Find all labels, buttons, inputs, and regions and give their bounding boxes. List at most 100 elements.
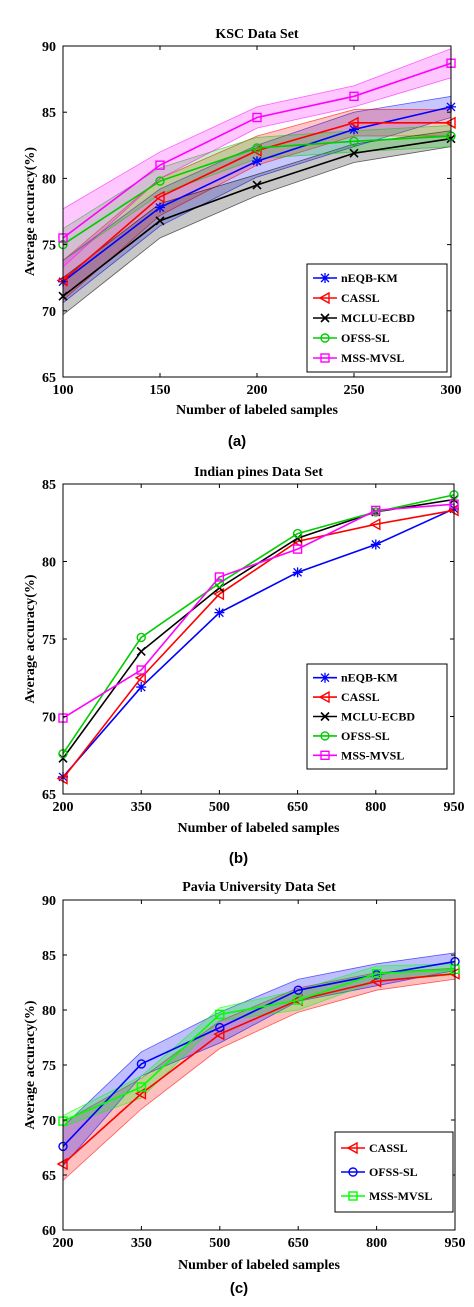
legend-label-mss-mvsl: MSS-MVSL <box>369 1189 432 1203</box>
series-line-cassl <box>62 509 455 779</box>
legend-label-neqb-km: nEQB-KM <box>341 671 398 685</box>
chart-title: KSC Data Set <box>215 27 299 42</box>
data-point-cassl <box>134 671 146 684</box>
legend-label-mss-mvsl: MSS-MVSL <box>341 748 404 762</box>
legend-marker-mclu-ecbd <box>320 313 330 323</box>
data-point-mss-mvsl <box>155 160 165 170</box>
data-point-mclu-ecbd <box>136 646 146 656</box>
y-tick-label: 80 <box>42 172 56 187</box>
legend-label-cassl: CASSL <box>341 291 380 305</box>
legend-label-neqb-km: nEQB-KM <box>341 271 398 285</box>
panel-label: (c) <box>230 1280 248 1297</box>
y-tick-label: 75 <box>42 239 56 254</box>
legend-marker-mss-mvsl <box>320 750 330 760</box>
panel-indian-pines: Indian pines Data Set 200 350 500 650 800 950 6… <box>23 465 465 867</box>
y-axis-label: Average accuracy(%) <box>23 574 38 704</box>
legend-marker-mss-mvsl <box>320 353 330 363</box>
x-tick-label: 950 <box>444 800 465 815</box>
legend-label-cassl: CASSL <box>341 690 380 704</box>
y-tick-label: 85 <box>42 949 56 964</box>
y-tick-label: 75 <box>42 633 56 648</box>
x-tick-label: 150 <box>150 383 171 398</box>
data-point-ofss-sl <box>293 985 303 995</box>
data-point-ofss-sl <box>136 632 146 643</box>
legend-marker-cassl <box>346 1141 358 1155</box>
y-tick-label: 90 <box>42 894 56 909</box>
series-line-cassl <box>62 972 456 1165</box>
data-point-mclu-ecbd <box>252 180 262 190</box>
legend-label-mclu-ecbd: MCLU-ECBD <box>341 311 415 325</box>
data-point-ofss-sl <box>215 1022 225 1033</box>
chart-title: Pavia University Data Set <box>182 880 336 895</box>
x-tick-label: 350 <box>131 1236 152 1251</box>
legend-label-mss-mvsl: MSS-MVSL <box>341 351 404 365</box>
data-point-mss-mvsl <box>371 969 382 979</box>
legend-marker-ofss-sl <box>320 333 330 343</box>
legend-label-ofss-sl: OFSS-SL <box>369 1165 418 1179</box>
data-point-mss-mvsl <box>214 572 225 582</box>
series-line-mss-mvsl <box>62 503 455 719</box>
panel-pavia-university: Pavia University Data Set 200 350 500 650 800… <box>23 880 466 1297</box>
x-tick-label: 650 <box>287 800 308 815</box>
data-point-cassl <box>212 587 225 601</box>
data-point-neqb-km <box>214 607 225 618</box>
legend-label-mclu-ecbd: MCLU-ECBD <box>341 710 415 724</box>
data-point-neqb-km <box>155 202 165 213</box>
x-tick-label: 100 <box>53 383 74 398</box>
data-point-mss-mvsl <box>293 995 303 1005</box>
series-line-neqb-km <box>62 508 455 778</box>
x-tick-label: 650 <box>288 1236 309 1251</box>
data-point-mss-mvsl <box>136 1082 147 1092</box>
series-line-cassl <box>62 121 451 281</box>
data-point-mclu-ecbd <box>349 148 359 158</box>
y-axis-label: Average accuracy(%) <box>23 1000 38 1130</box>
x-tick-label: 250 <box>344 383 365 398</box>
y-tick-label: 70 <box>42 305 56 320</box>
y-tick-label: 85 <box>42 478 56 493</box>
y-tick-label: 80 <box>42 1004 56 1019</box>
data-point-mclu-ecbd <box>155 216 165 226</box>
data-point-mss-mvsl <box>292 544 303 554</box>
x-axis-label: Number of labeled samples <box>178 1258 340 1273</box>
data-point-cassl <box>347 116 359 129</box>
x-tick-label: 300 <box>441 383 462 398</box>
data-point-ofss-sl <box>136 1059 147 1069</box>
x-tick-label: 200 <box>53 800 74 815</box>
legend-marker-ofss-sl <box>320 731 330 741</box>
panel-label: (a) <box>228 433 246 450</box>
data-point-cassl <box>153 190 165 204</box>
data-point-mss-mvsl <box>252 112 262 123</box>
y-tick-label: 65 <box>42 371 56 386</box>
y-tick-label: 85 <box>42 106 56 121</box>
y-tick-label: 65 <box>42 1169 56 1184</box>
x-tick-label: 200 <box>53 1236 74 1251</box>
y-tick-label: 70 <box>42 1114 56 1129</box>
data-point-mss-mvsl <box>215 1009 225 1020</box>
x-tick-label: 500 <box>209 800 230 815</box>
data-point-neqb-km <box>370 539 381 550</box>
legend-marker-cassl <box>318 690 330 704</box>
y-axis-label: Average accuracy(%) <box>23 147 38 277</box>
data-point-ofss-sl <box>252 143 262 153</box>
series-line-mss-mvsl <box>62 62 452 239</box>
data-point-ofss-sl <box>292 528 303 539</box>
series-line-ofss-sl <box>62 135 452 246</box>
legend-marker-neqb-km <box>320 273 330 283</box>
legend-label-cassl: CASSL <box>369 1141 408 1155</box>
x-tick-label: 800 <box>365 800 386 815</box>
data-point-ofss-sl <box>214 578 225 588</box>
chart-title: Indian pines Data Set <box>194 465 323 480</box>
legend-marker-mclu-ecbd <box>320 711 330 722</box>
data-point-ofss-sl <box>349 136 359 147</box>
x-axis-label: Number of labeled samples <box>178 821 340 836</box>
y-tick-label: 75 <box>42 1059 56 1074</box>
legend-marker-neqb-km <box>320 672 330 683</box>
legend-marker-cassl <box>318 291 330 305</box>
data-point-neqb-km <box>252 156 262 167</box>
data-point-cassl <box>369 518 381 531</box>
data-point-neqb-km <box>349 124 359 135</box>
series-line-mss-mvsl <box>62 968 456 1122</box>
y-tick-label: 80 <box>42 556 56 571</box>
x-tick-label: 800 <box>366 1236 387 1251</box>
